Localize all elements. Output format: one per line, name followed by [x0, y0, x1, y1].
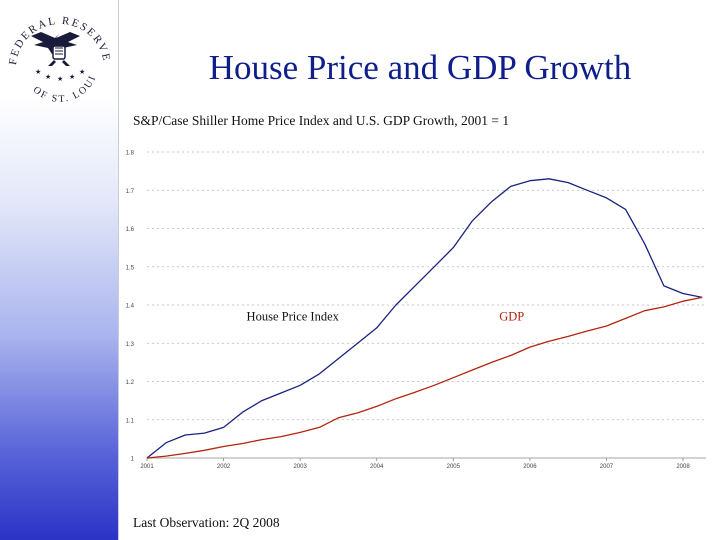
y-tick-label: 1.1 [126, 418, 135, 424]
svg-text:★: ★ [69, 73, 75, 81]
svg-text:★: ★ [35, 68, 41, 76]
x-tick-label: 2008 [676, 464, 690, 470]
y-tick-label: 1.6 [126, 227, 135, 233]
sidebar-divider [118, 0, 119, 540]
svg-text:★: ★ [57, 75, 63, 83]
fed-st-louis-seal-logo: FEDERAL RESERVE BANK OF ST. LOUIS ★★★ ★★ [0, 0, 111, 105]
y-tick-label: 1 [131, 457, 135, 463]
x-tick-label: 2005 [447, 464, 461, 470]
eagle-icon [31, 32, 80, 66]
y-tick-label: 1.3 [126, 342, 135, 348]
x-tick-label: 2004 [370, 464, 384, 470]
grid-lines [147, 151, 706, 459]
y-tick-label: 1.4 [126, 304, 135, 310]
x-axis-ticks: 2001 2002 2003 2004 2005 2006 2007 2008 [140, 458, 690, 470]
x-tick-label: 2006 [523, 464, 537, 470]
x-tick-label: 2001 [140, 464, 154, 470]
series-line-house-price-index [146, 178, 703, 459]
y-tick-label: 1.7 [126, 189, 135, 195]
series-line-gdp [146, 296, 703, 459]
svg-text:★: ★ [79, 68, 85, 76]
page-title: House Price and GDP Growth [208, 48, 632, 87]
series-lines [146, 178, 703, 459]
svg-text:★: ★ [45, 73, 51, 81]
y-tick-label: 1.8 [126, 151, 135, 157]
x-tick-label: 2007 [600, 464, 614, 470]
last-observation-note: Last Observation: 2Q 2008 [133, 515, 280, 530]
y-axis-ticks: 1 1.1 1.2 1.3 1.4 1.5 1.6 1.7 1.8 [126, 151, 135, 463]
chart-title: S&P/Case Shiller Home Price Index and U.… [133, 113, 510, 128]
annotation-gdp: GDP [499, 309, 524, 323]
annotation-house-price-index: House Price Index [247, 309, 340, 323]
x-tick-label: 2003 [293, 464, 307, 470]
y-tick-label: 1.2 [126, 380, 135, 386]
series-annotations: House Price Index GDP [247, 309, 525, 323]
y-tick-label: 1.5 [126, 265, 135, 271]
sidebar-gradient [0, 0, 118, 540]
x-tick-label: 2002 [217, 464, 231, 470]
